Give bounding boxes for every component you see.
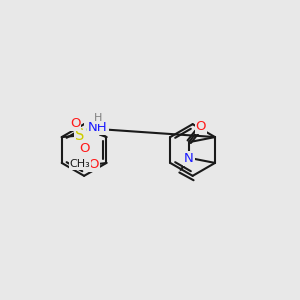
Text: S: S <box>75 128 85 143</box>
Text: O: O <box>79 142 90 155</box>
Text: N: N <box>184 152 194 165</box>
Text: Cl: Cl <box>85 124 98 137</box>
Text: NH: NH <box>88 121 108 134</box>
Text: O: O <box>70 117 80 130</box>
Text: CH₃: CH₃ <box>70 159 91 169</box>
Text: O: O <box>88 158 99 171</box>
Text: O: O <box>196 120 206 133</box>
Text: H: H <box>94 113 102 123</box>
